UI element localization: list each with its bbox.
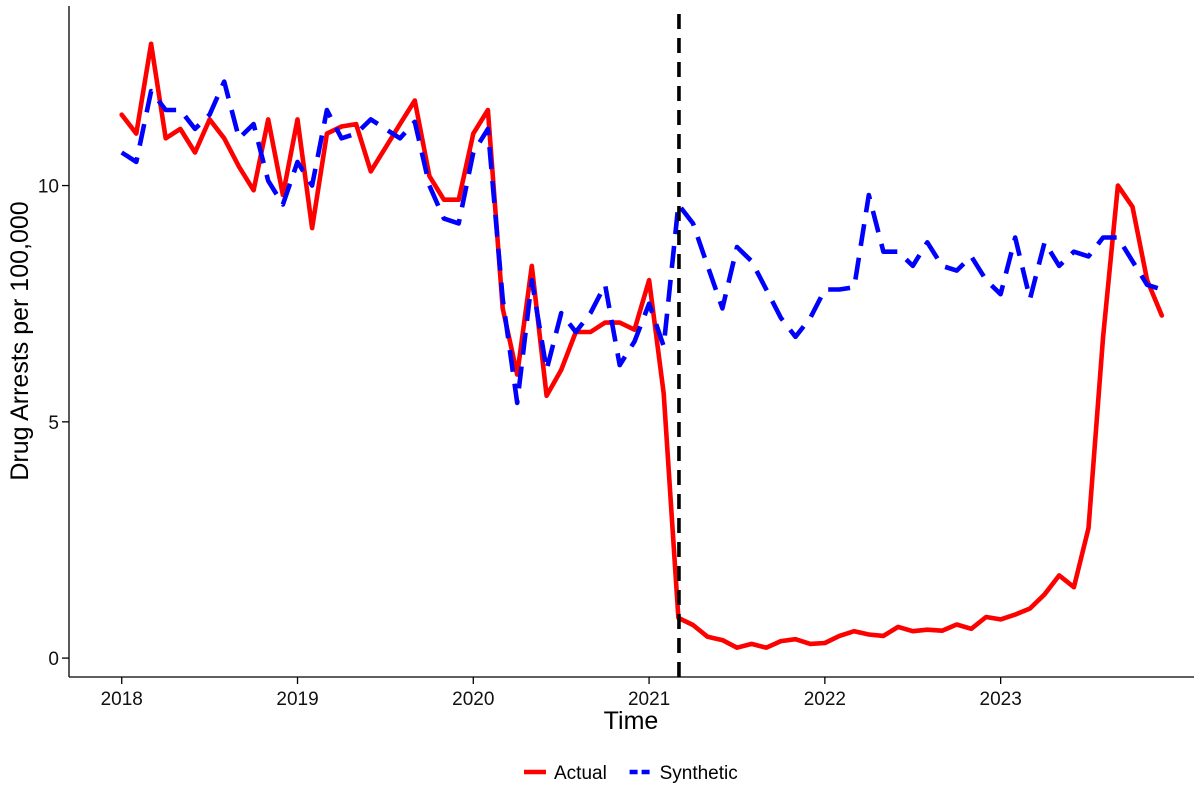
x-axis-ticks: 2018 2019 2020 2021 2022 2023: [101, 677, 1022, 710]
legend: Actual Synthetic: [524, 763, 738, 784]
series-line-synthetic: [120, 79, 1163, 406]
series-line-actual: [119, 41, 1165, 651]
x-tick-label: 2018: [101, 689, 143, 710]
x-tick-label: 2020: [452, 689, 494, 710]
y-axis-ticks: 0 5 10: [38, 177, 69, 670]
y-axis-title: Drug Arrests per 100,000: [6, 201, 34, 480]
series-lines: [119, 41, 1165, 651]
x-tick-label: 2021: [628, 689, 670, 710]
x-tick-label: 2019: [276, 689, 318, 710]
x-axis-title: Time: [604, 707, 659, 735]
y-tick-label: 0: [48, 649, 59, 670]
x-tick-label: 2022: [804, 689, 846, 710]
y-tick-label: 5: [48, 413, 59, 434]
legend-label-synthetic: Synthetic: [660, 763, 738, 784]
y-tick-label: 10: [38, 177, 59, 198]
x-tick-label: 2023: [980, 689, 1022, 710]
legend-label-actual: Actual: [554, 763, 607, 784]
